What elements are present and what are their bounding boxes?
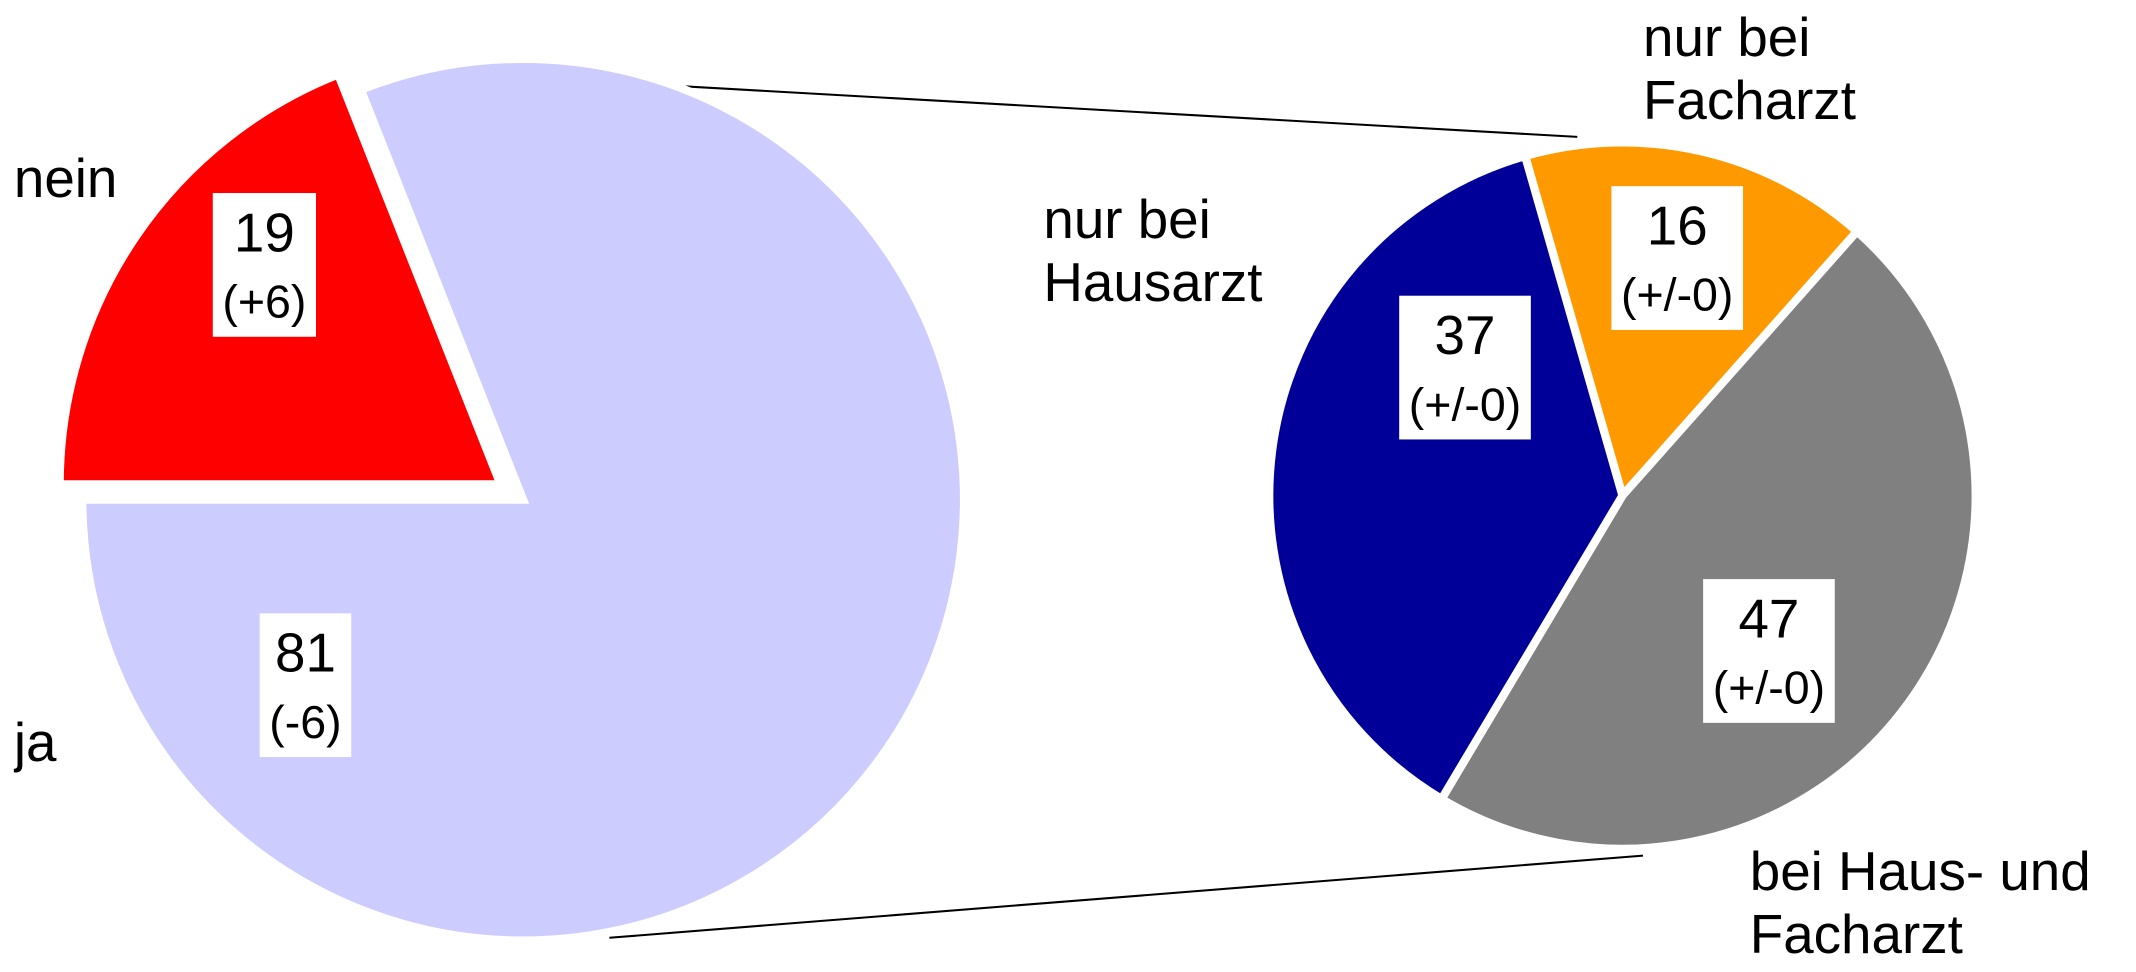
category-label-box: bei Haus- und Facharzt: [1749, 841, 2091, 966]
value-label: 81: [275, 622, 336, 684]
connector-line: [609, 854, 1644, 939]
value-label-box: [259, 613, 352, 758]
value-label-box: [1611, 186, 1744, 330]
value-label: 47: [1738, 587, 1799, 649]
value-label: 16: [1647, 194, 1708, 256]
change-label: (-6): [269, 696, 341, 748]
change-label: (+6): [222, 276, 306, 328]
value-label-box: [1399, 295, 1531, 440]
connector-line: [609, 81, 1578, 138]
pie-slice: [1265, 150, 1627, 805]
category-label: nur bei Facharzt: [1642, 8, 1857, 132]
value-label: 37: [1435, 304, 1496, 366]
change-label: (+/-0): [1713, 662, 1825, 714]
category-label-box: nein: [13, 149, 118, 210]
change-label: (+/-0): [1409, 378, 1521, 430]
category-label-box: nur bei Hausarzt: [1043, 190, 1263, 314]
value-label-box: [212, 193, 316, 337]
value-label-box: [1703, 579, 1835, 723]
category-label-box: ja: [13, 713, 57, 774]
category-label-box: nur bei Facharzt: [1642, 8, 1857, 132]
category-label: nur bei Hausarzt: [1043, 190, 1263, 314]
pie-slice: [1435, 225, 1980, 853]
category-label: ja: [13, 713, 57, 774]
change-label: (+/-0): [1621, 269, 1733, 321]
value-label: 19: [234, 201, 295, 263]
category-label: bei Haus- und Facharzt: [1749, 841, 2091, 966]
category-label: nein: [13, 149, 118, 210]
